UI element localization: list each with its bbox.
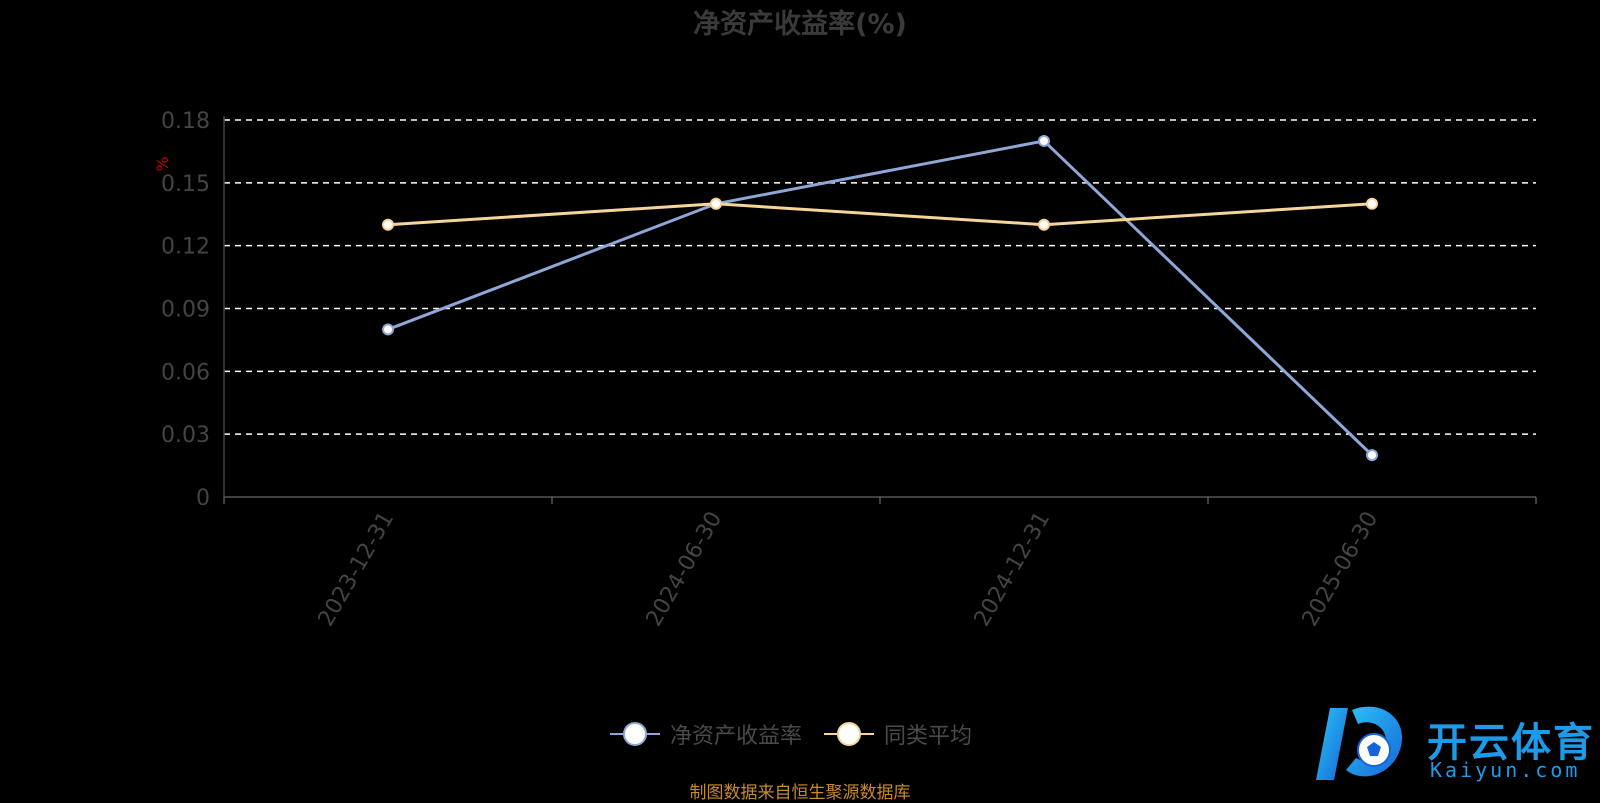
data-point [1366, 449, 1378, 462]
y-tick-label: 0.12 [161, 235, 210, 260]
legend-item-roe[interactable]: 净资产收益率 [610, 718, 802, 750]
legend-item-peer-average[interactable]: 同类平均 [824, 718, 972, 750]
data-point [710, 197, 722, 210]
y-tick-label: 0.03 [161, 423, 210, 448]
y-tick-label: 0.06 [161, 360, 210, 385]
y-tick-label: 0.09 [161, 298, 210, 323]
data-point [1366, 197, 1378, 210]
source-note: 制图数据来自恒生聚源数据库 [689, 783, 911, 803]
data-point [1038, 134, 1050, 147]
y-tick-label: 0.15 [161, 172, 210, 197]
logo-text: 开云体育 [1427, 720, 1595, 766]
x-tick-label: 2024-12-31 [970, 508, 1056, 631]
data-point [382, 323, 394, 336]
legend-symbol-roe [610, 722, 660, 746]
x-tick-label: 2025-06-30 [1298, 508, 1384, 631]
logo-subtext: Kaiyun.com [1430, 758, 1581, 782]
brand-logo: 开云体育 Kaiyun.com [1312, 700, 1595, 790]
x-tick-label: 2023-12-31 [314, 508, 400, 631]
series-line-0 [387, 139, 1374, 457]
legend-label-roe: 净资产收益率 [670, 724, 803, 749]
legend: 净资产收益率 同类平均 [610, 718, 972, 750]
x-tick-label: 2024-06-30 [642, 508, 728, 631]
legend-symbol-peer-average [824, 722, 875, 746]
y-tick-label: 0.18 [161, 109, 210, 134]
data-point [1038, 218, 1050, 231]
logo-k-icon [1316, 706, 1403, 780]
chart-title: 净资产收益率(%) [693, 9, 907, 40]
data-point [382, 218, 394, 231]
y-axis-label: % [153, 156, 172, 171]
y-tick-label: 0 [196, 486, 210, 511]
legend-label-peer-average: 同类平均 [884, 724, 973, 749]
series-line-1 [387, 202, 1373, 227]
